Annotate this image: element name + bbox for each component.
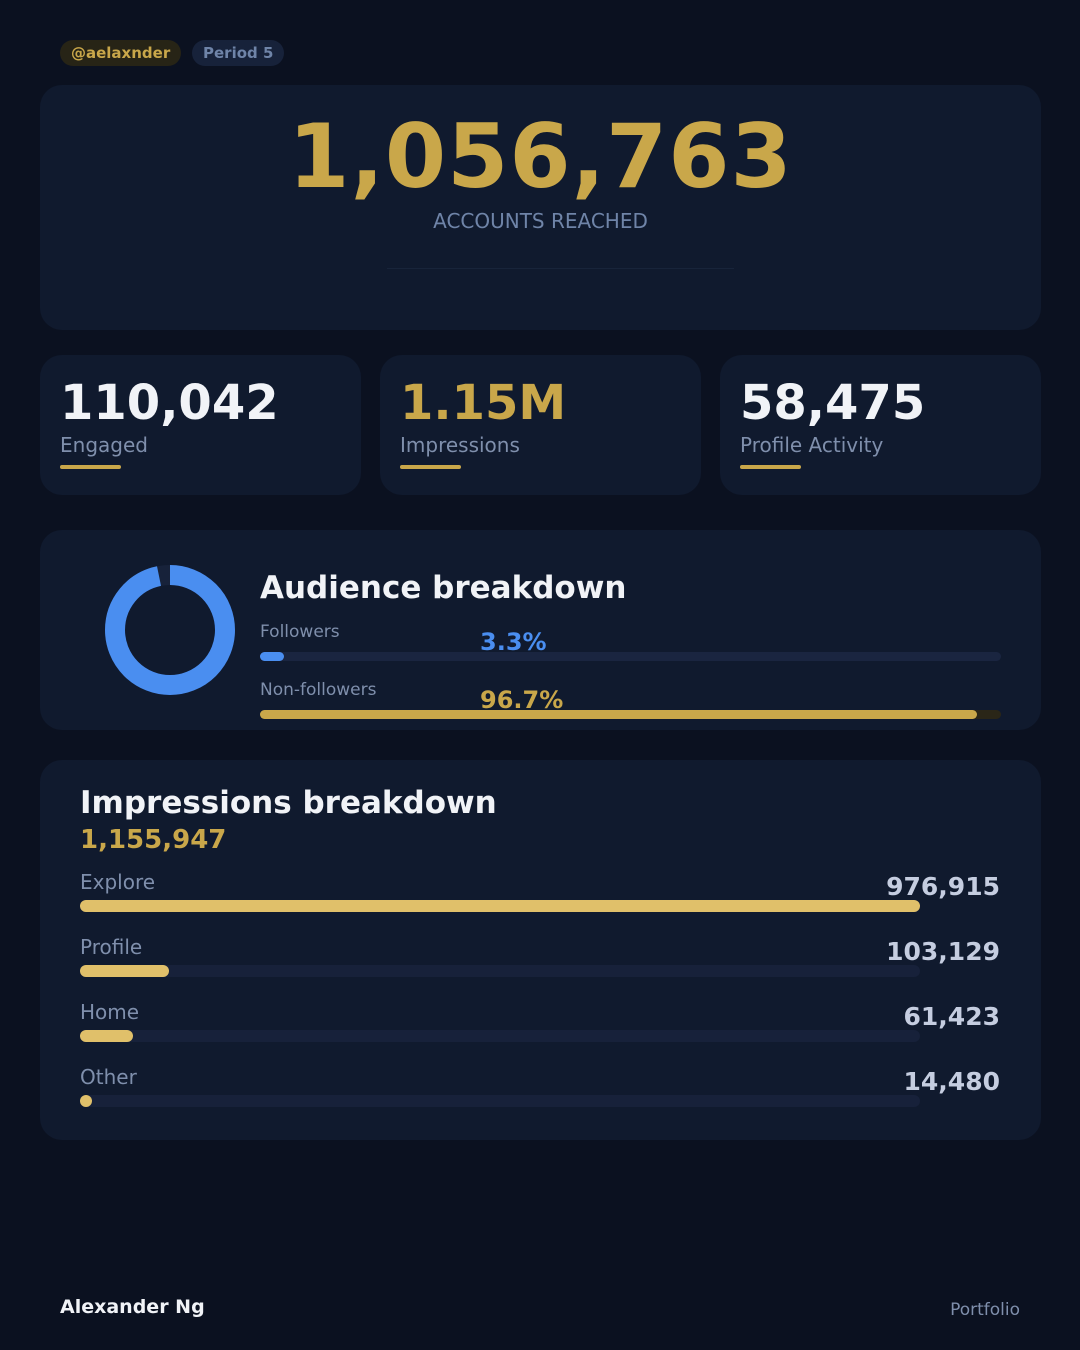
row-value: 61,423 (903, 1002, 1000, 1031)
audience-donut (105, 565, 235, 695)
impressions-row-home: Home 61,423 (80, 1000, 1000, 1050)
stat-label: Profile Activity (740, 433, 884, 457)
author-name: Alexander Ng (60, 1296, 205, 1318)
row-value: 103,129 (886, 937, 1000, 966)
accounts-reached-value: 1,056,763 (288, 105, 793, 208)
row-label: Home (80, 1000, 140, 1024)
stat-label: Impressions (400, 433, 520, 457)
progress-track (260, 710, 1001, 719)
row-percent: 96.7% (480, 686, 564, 714)
impressions-row-other: Other 14,480 (80, 1065, 1000, 1115)
row-value: 976,915 (886, 872, 1000, 901)
stat-underline (400, 465, 461, 469)
impressions-total: 1,155,947 (80, 825, 227, 855)
row-value: 14,480 (903, 1067, 1000, 1096)
row-label: Non-followers (260, 680, 377, 700)
progress-fill (260, 710, 977, 719)
row-label: Explore (80, 870, 156, 894)
stat-card-engaged: 110,042 Engaged (40, 355, 361, 495)
audience-title: Audience breakdown (260, 570, 627, 606)
bar-fill (80, 1095, 93, 1107)
impressions-title: Impressions breakdown (80, 785, 497, 821)
stat-underline (740, 465, 801, 469)
bar-track (80, 1095, 920, 1107)
handle-badge: @aelaxnder (60, 40, 182, 66)
bar-track (80, 900, 920, 912)
period-badge: Period 5 (192, 40, 285, 66)
stat-value: 110,042 (60, 375, 279, 431)
stat-value: 1.15M (400, 375, 567, 431)
bar-fill (80, 1030, 133, 1042)
row-label: Followers (260, 622, 340, 642)
bar-track (80, 965, 920, 977)
row-label: Other (80, 1065, 137, 1089)
stat-card-profile-activity: 58,475 Profile Activity (720, 355, 1041, 495)
bar-fill (80, 900, 920, 912)
donut-segment-non-followers (105, 565, 235, 695)
accounts-reached-label: ACCOUNTS REACHED (433, 209, 648, 233)
stat-value: 58,475 (740, 375, 926, 431)
audience-card: Audience breakdown Followers 3.3% Non-fo… (40, 530, 1041, 730)
portfolio-link[interactable]: Portfolio (950, 1300, 1020, 1320)
impressions-row-explore: Explore 976,915 (80, 870, 1000, 920)
stat-card-impressions: 1.15M Impressions (380, 355, 701, 495)
impressions-card: Impressions breakdown 1,155,947 Explore 9… (40, 760, 1041, 1140)
row-percent: 3.3% (480, 628, 547, 656)
progress-track (260, 652, 1001, 661)
impressions-row-profile: Profile 103,129 (80, 935, 1000, 985)
stat-underline (60, 465, 121, 469)
bar-track (80, 1030, 920, 1042)
stat-label: Engaged (60, 433, 148, 457)
hero-card: 1,056,763 ACCOUNTS REACHED (40, 85, 1041, 330)
bar-fill (80, 965, 169, 977)
row-label: Profile (80, 935, 143, 959)
divider (387, 268, 734, 269)
progress-fill (260, 652, 285, 661)
